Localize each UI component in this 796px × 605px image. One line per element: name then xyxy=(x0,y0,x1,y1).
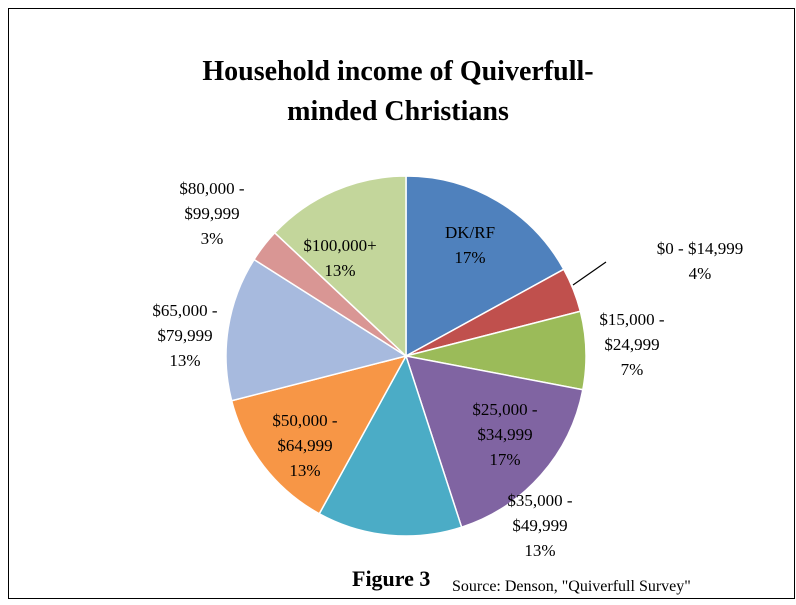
category-label: $80,000 - $99,999 xyxy=(179,179,245,223)
slice-label: $0 - $14,999 4% xyxy=(620,236,780,286)
category-label: DK/RF xyxy=(444,223,496,242)
pie-slice xyxy=(230,354,408,515)
slice-label: $35,000 - $49,999 13% xyxy=(460,488,620,563)
value-label: 3% xyxy=(200,229,224,248)
category-label: $25,000 - $34,999 xyxy=(472,400,538,444)
slice-label: $80,000 - $99,999 3% xyxy=(132,176,292,251)
slice-label: $65,000 - $79,999 13% xyxy=(105,298,265,373)
pie-slice xyxy=(225,258,408,402)
value-label: 13% xyxy=(524,541,556,560)
category-label: $15,000 - $24,999 xyxy=(599,310,665,354)
category-label: $65,000 - $79,999 xyxy=(152,301,218,345)
value-label: 13% xyxy=(289,461,321,480)
figure-label: Figure 3 xyxy=(352,566,431,591)
value-label: 13% xyxy=(169,351,201,370)
pie-slice xyxy=(405,175,565,358)
category-label: $50,000 - $64,999 xyxy=(272,411,338,455)
source-note: Source: Denson, "Quiverfull Survey" xyxy=(452,578,691,595)
category-label: $100,000+ xyxy=(303,236,377,255)
frame xyxy=(8,8,795,599)
slice-label: $25,000 - $34,999 17% xyxy=(425,397,585,472)
chart-title: Household income of Quiverfull-minded Ch… xyxy=(202,56,594,127)
value-label: 7% xyxy=(620,360,644,379)
value-label: 17% xyxy=(489,450,521,469)
slice-label: $100,000+ 13% xyxy=(260,233,420,283)
slice-label: DK/RF 17% xyxy=(390,220,550,270)
value-label: 17% xyxy=(454,248,486,267)
value-label: 13% xyxy=(324,261,356,280)
pie-slice xyxy=(404,355,584,529)
category-label: $0 - $14,999 xyxy=(656,239,744,258)
value-label: 4% xyxy=(688,264,712,283)
category-label: $35,000 - $49,999 xyxy=(507,491,573,535)
slice-label: $15,000 - $24,999 7% xyxy=(552,307,712,382)
leader-line xyxy=(572,261,607,286)
slice-label: $50,000 - $64,999 13% xyxy=(225,408,385,483)
pie-slice xyxy=(273,175,407,358)
pie-slice xyxy=(318,354,463,537)
